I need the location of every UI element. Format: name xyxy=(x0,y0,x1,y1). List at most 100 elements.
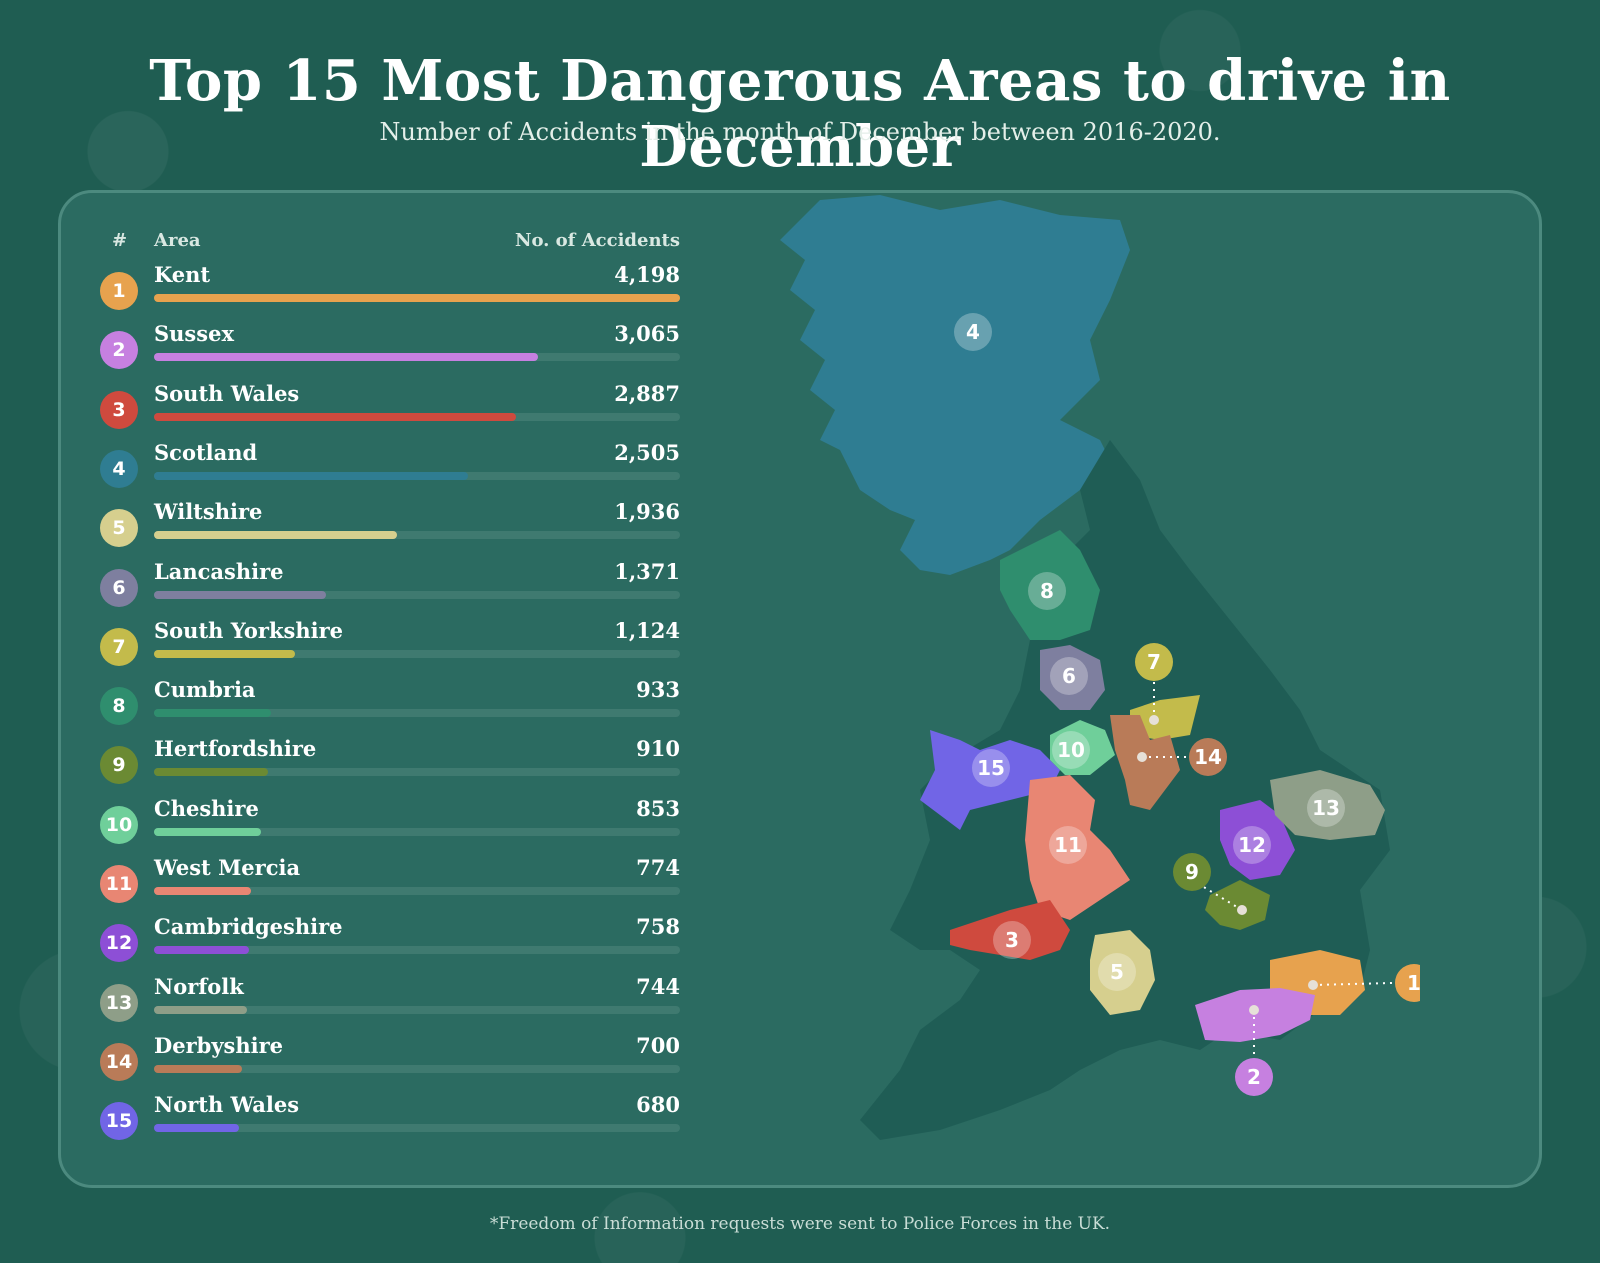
map-region-wiltshire xyxy=(1090,930,1155,1015)
map-marker xyxy=(1050,657,1088,695)
rank-badge: 11 xyxy=(100,865,138,903)
leader-lines xyxy=(1142,682,1393,1060)
map-region-sussex xyxy=(1195,988,1315,1042)
bar-track xyxy=(154,649,680,658)
bar xyxy=(154,590,326,599)
map-region-cheshire xyxy=(1050,720,1115,775)
area-name: Cumbria xyxy=(154,677,256,703)
map-marker-label: 7 xyxy=(1147,650,1161,674)
bar-track xyxy=(154,353,680,362)
map-region-scotland xyxy=(780,195,1130,575)
map-marker xyxy=(1098,953,1136,991)
map-marker-label: 5 xyxy=(1110,960,1124,984)
bar-track xyxy=(154,709,680,718)
area-name: Kent xyxy=(154,262,211,287)
area-name: Cheshire xyxy=(154,795,259,821)
area-name: North Wales xyxy=(154,1092,300,1118)
bar-track xyxy=(154,531,680,540)
page-title: Top 15 Most Dangerous Areas to drive in … xyxy=(149,48,1451,180)
rank-badge: 5 xyxy=(100,509,138,548)
map-marker xyxy=(1135,643,1173,681)
area-name: West Mercia xyxy=(154,855,301,880)
bar xyxy=(154,768,269,777)
rank-badge: 7 xyxy=(100,627,138,666)
accident-count: 700 xyxy=(636,1032,680,1058)
map-marker-label: 15 xyxy=(977,756,1005,780)
map-marker-label: 11 xyxy=(1054,833,1082,857)
area-name: South Yorkshire xyxy=(154,617,343,643)
ranking-row: 7 South Yorkshire 1,124 xyxy=(100,618,680,674)
map-marker-label: 4 xyxy=(966,320,980,344)
bar-track xyxy=(154,294,680,302)
map-marker-label: 13 xyxy=(1312,796,1340,820)
map-marker-label: 12 xyxy=(1238,833,1266,857)
rank-badge: 2 xyxy=(100,331,138,370)
bar xyxy=(154,353,539,362)
map-marker-label: 10 xyxy=(1057,738,1085,762)
bar-track xyxy=(154,768,680,777)
area-name: Cambridgeshire xyxy=(154,914,343,940)
area-name: Hertfordshire xyxy=(154,736,317,762)
rank-badge: 14 xyxy=(100,1042,138,1081)
ranking-row: 14 Derbyshire 700 xyxy=(100,1033,680,1089)
rank-column-header: # xyxy=(112,230,128,251)
rank-badge: 6 xyxy=(100,568,138,607)
ranking-row: 1 Kent 4,198 xyxy=(100,262,680,318)
rank-badge: 13 xyxy=(100,983,138,1022)
accidents-column-header: No. of Accidents xyxy=(515,230,680,251)
map-marker xyxy=(1173,853,1211,891)
ranking-row: 10 Cheshire 853 xyxy=(100,796,680,852)
rank-badge: 12 xyxy=(100,924,138,963)
rank-badge: 8 xyxy=(100,687,138,726)
map-region-norfolk xyxy=(1270,770,1385,840)
bar xyxy=(154,649,295,658)
ranking-row: 9 Hertfordshire 910 xyxy=(100,736,680,792)
ranking-row: 15 North Wales 680 xyxy=(100,1092,680,1148)
map-marker-label: 14 xyxy=(1194,745,1222,769)
accident-count: 774 xyxy=(636,855,680,880)
ranking-row: 11 West Mercia 774 xyxy=(100,855,680,911)
map-marker xyxy=(1052,731,1090,769)
map-marker-label: 6 xyxy=(1062,664,1076,688)
rank-badge: 9 xyxy=(100,746,138,785)
map-marker-label: 2 xyxy=(1247,1065,1261,1089)
area-name: Lancashire xyxy=(154,558,284,584)
ranking-row: 2 Sussex 3,065 xyxy=(100,321,680,377)
ranking-row: 6 Lancashire 1,371 xyxy=(100,559,680,615)
bar-track xyxy=(154,1124,680,1133)
map-region-hertfordshire xyxy=(1205,880,1270,930)
ranking-row: 13 Norfolk 744 xyxy=(100,974,680,1030)
rank-badge: 3 xyxy=(100,390,138,429)
rank-badge: 10 xyxy=(100,805,138,844)
area-column-header: Area xyxy=(154,230,201,251)
area-name: Wiltshire xyxy=(154,499,263,525)
ranking-row: 8 Cumbria 933 xyxy=(100,677,680,733)
map-marker xyxy=(1235,1058,1273,1096)
map-marker-label: 8 xyxy=(1040,579,1054,603)
bar xyxy=(154,531,397,540)
bar xyxy=(154,1064,242,1073)
bar xyxy=(154,471,468,480)
area-name: Scotland xyxy=(154,439,258,465)
bar xyxy=(154,827,261,836)
bar-track xyxy=(154,887,680,895)
ranking-row: 3 South Wales 2,887 xyxy=(100,381,680,437)
accident-count: 1,371 xyxy=(614,558,680,584)
accident-count: 910 xyxy=(636,736,680,762)
bar xyxy=(154,1124,240,1133)
bar xyxy=(154,709,271,718)
map-marker-label: 3 xyxy=(1005,928,1019,952)
accident-count: 853 xyxy=(636,795,680,821)
map-marker xyxy=(954,313,992,351)
bar-track xyxy=(154,946,680,955)
map-marker-label: 1 xyxy=(1407,971,1420,995)
bar-track xyxy=(154,412,680,421)
bar xyxy=(154,946,249,955)
map-marker xyxy=(972,749,1010,787)
page-subtitle: Number of Accidents in the month of Dece… xyxy=(379,118,1221,146)
ranking-row: 4 Scotland 2,505 xyxy=(100,440,680,496)
bar xyxy=(154,1005,248,1014)
map-region-south-yorkshire xyxy=(1130,695,1200,740)
map-marker xyxy=(1307,789,1345,827)
